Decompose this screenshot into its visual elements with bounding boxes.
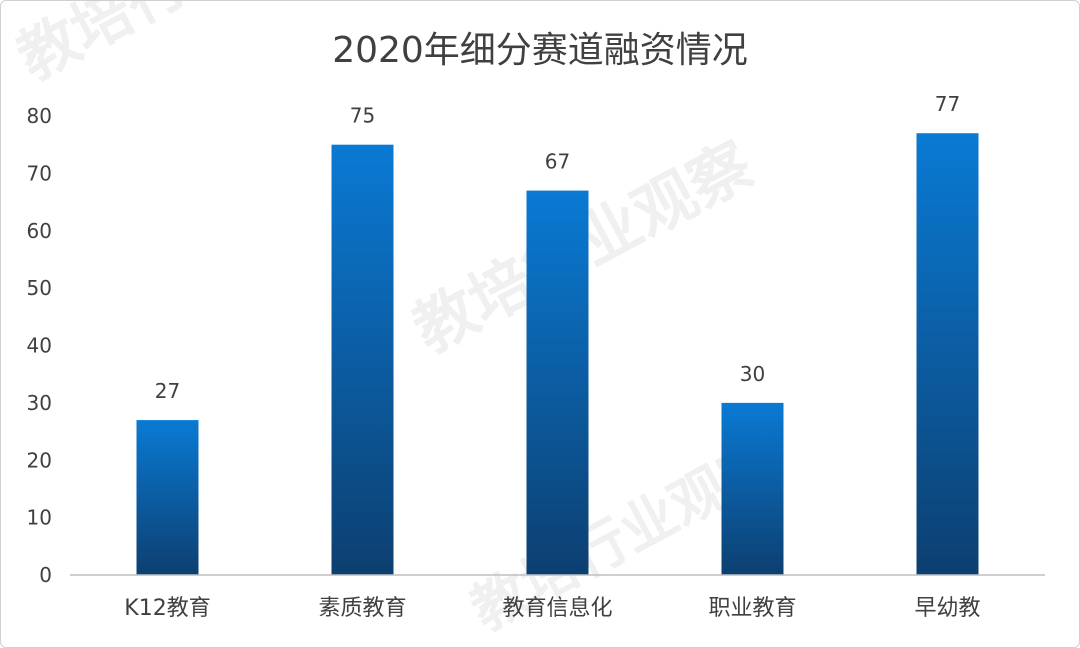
data-label-1: 75 (350, 104, 375, 128)
x-tick-label-0: K12教育 (124, 596, 210, 621)
y-axis: 0 10 20 30 40 50 60 70 80 (27, 104, 52, 587)
chart-title: 2020年细分赛道融资情况 (332, 30, 748, 71)
x-tick-label-1: 素质教育 (318, 596, 406, 621)
x-axis: K12教育 素质教育 教育信息化 职业教育 早幼教 (70, 574, 1045, 621)
y-tick-label: 20 (27, 448, 52, 472)
x-tick-label-2: 教育信息化 (502, 596, 612, 621)
bar-4 (916, 133, 979, 575)
bars (136, 133, 979, 575)
x-tick-label-3: 职业教育 (708, 596, 796, 621)
data-label-4: 77 (935, 92, 960, 116)
data-labels: 27 75 67 30 77 (155, 92, 960, 403)
bar-3 (721, 402, 784, 575)
y-tick-label: 60 (27, 219, 52, 243)
x-tick-label-4: 早幼教 (914, 596, 980, 621)
data-label-0: 27 (155, 379, 180, 403)
bar-0 (136, 420, 199, 575)
y-tick-label: 10 (27, 506, 52, 530)
y-tick-label: 50 (27, 276, 52, 300)
y-tick-label: 80 (27, 104, 52, 128)
data-label-3: 30 (740, 362, 765, 386)
data-label-2: 67 (545, 150, 570, 174)
y-tick-label: 30 (27, 391, 52, 415)
bar-1 (331, 144, 394, 575)
y-tick-label: 70 (27, 161, 52, 185)
y-tick-label: 40 (27, 334, 52, 358)
bar-2 (526, 190, 589, 575)
y-tick-label: 0 (39, 563, 52, 587)
